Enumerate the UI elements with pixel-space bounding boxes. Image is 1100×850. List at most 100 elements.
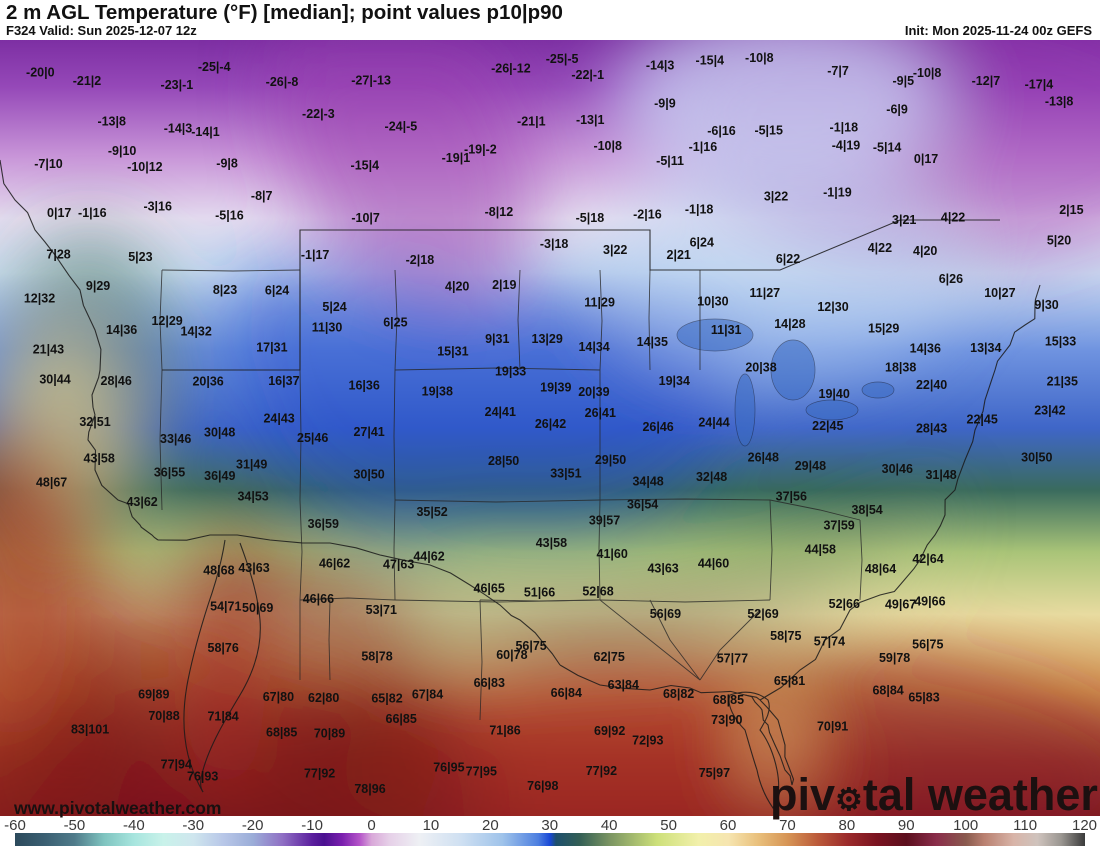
svg-text:-8|12: -8|12 xyxy=(485,205,514,219)
svg-text:18|38: 18|38 xyxy=(885,361,916,375)
svg-text:39|57: 39|57 xyxy=(589,514,620,528)
svg-text:43|58: 43|58 xyxy=(84,452,115,466)
svg-text:46|65: 46|65 xyxy=(474,581,505,595)
svg-text:3|22: 3|22 xyxy=(603,243,627,257)
svg-text:-1|16: -1|16 xyxy=(689,140,718,154)
svg-text:56|69: 56|69 xyxy=(650,607,681,621)
svg-text:56|75: 56|75 xyxy=(515,639,546,653)
svg-text:-4|19: -4|19 xyxy=(832,139,861,153)
svg-text:57|77: 57|77 xyxy=(717,651,748,665)
svg-text:44|58: 44|58 xyxy=(805,543,836,557)
svg-text:12|29: 12|29 xyxy=(151,314,182,328)
svg-text:9|30: 9|30 xyxy=(1034,298,1058,312)
svg-text:77|95: 77|95 xyxy=(466,764,497,778)
svg-text:15|33: 15|33 xyxy=(1045,335,1076,349)
svg-text:44|60: 44|60 xyxy=(698,557,729,571)
svg-text:51|66: 51|66 xyxy=(524,586,555,600)
svg-text:32|51: 32|51 xyxy=(79,415,110,429)
svg-text:67|84: 67|84 xyxy=(412,688,443,702)
svg-text:25|46: 25|46 xyxy=(297,431,328,445)
svg-text:-21|1: -21|1 xyxy=(517,115,546,129)
svg-text:-6|9: -6|9 xyxy=(886,103,908,117)
svg-text:43|62: 43|62 xyxy=(126,495,157,509)
svg-text:56|75: 56|75 xyxy=(912,638,943,652)
svg-text:-20|0: -20|0 xyxy=(26,66,55,80)
svg-text:-13|8: -13|8 xyxy=(1045,95,1074,109)
svg-text:54|71: 54|71 xyxy=(210,600,241,614)
svg-text:19|39: 19|39 xyxy=(540,380,571,394)
svg-text:22|40: 22|40 xyxy=(916,378,947,392)
svg-text:30|50: 30|50 xyxy=(1021,451,1052,465)
svg-text:23|42: 23|42 xyxy=(1034,404,1065,418)
svg-text:-14|3: -14|3 xyxy=(164,122,193,136)
svg-text:28|46: 28|46 xyxy=(101,374,132,388)
svg-text:-15|4: -15|4 xyxy=(351,158,380,172)
svg-text:53|71: 53|71 xyxy=(366,603,397,617)
svg-text:-7|10: -7|10 xyxy=(34,157,63,171)
svg-text:30|46: 30|46 xyxy=(882,462,913,476)
svg-text:57|74: 57|74 xyxy=(814,634,845,648)
svg-text:33|51: 33|51 xyxy=(550,467,581,481)
svg-text:-9|10: -9|10 xyxy=(108,144,137,158)
svg-text:-1|17: -1|17 xyxy=(301,248,330,262)
svg-text:21|35: 21|35 xyxy=(1047,374,1078,388)
svg-text:-27|-13: -27|-13 xyxy=(351,74,391,88)
svg-text:65|81: 65|81 xyxy=(774,674,805,688)
svg-text:62|80: 62|80 xyxy=(308,691,339,705)
svg-text:68|85: 68|85 xyxy=(266,725,297,739)
svg-text:-14|1: -14|1 xyxy=(191,125,220,139)
svg-text:35|52: 35|52 xyxy=(416,505,447,519)
svg-text:6|26: 6|26 xyxy=(939,272,963,286)
svg-text:15|31: 15|31 xyxy=(437,344,468,358)
svg-text:2|15: 2|15 xyxy=(1059,203,1083,217)
svg-text:11|29: 11|29 xyxy=(584,296,615,310)
svg-text:47|63: 47|63 xyxy=(383,558,414,572)
svg-text:3|21: 3|21 xyxy=(892,213,916,227)
svg-text:13|34: 13|34 xyxy=(970,341,1001,355)
svg-text:68|82: 68|82 xyxy=(663,687,694,701)
svg-text:48|64: 48|64 xyxy=(865,562,896,576)
svg-text:58|75: 58|75 xyxy=(770,629,801,643)
svg-text:24|41: 24|41 xyxy=(485,405,516,419)
svg-text:6|24: 6|24 xyxy=(265,283,289,297)
svg-text:-12|7: -12|7 xyxy=(972,74,1001,88)
svg-text:17|31: 17|31 xyxy=(256,340,287,354)
svg-text:46|62: 46|62 xyxy=(319,557,350,571)
svg-text:-26|-12: -26|-12 xyxy=(491,61,531,75)
svg-text:70|88: 70|88 xyxy=(148,709,179,723)
svg-text:50|69: 50|69 xyxy=(242,601,273,615)
svg-text:-26|-8: -26|-8 xyxy=(266,75,299,89)
svg-text:-17|4: -17|4 xyxy=(1025,77,1054,91)
svg-text:15|29: 15|29 xyxy=(868,322,899,336)
svg-text:-5|16: -5|16 xyxy=(215,209,244,223)
svg-text:58|78: 58|78 xyxy=(361,650,392,664)
svg-text:24|44: 24|44 xyxy=(698,416,729,430)
svg-text:-2|18: -2|18 xyxy=(406,253,435,267)
svg-text:8|23: 8|23 xyxy=(213,283,237,297)
svg-text:-25|-4: -25|-4 xyxy=(198,60,231,74)
svg-text:24|43: 24|43 xyxy=(263,412,294,426)
svg-text:38|54: 38|54 xyxy=(851,503,882,517)
svg-text:5|20: 5|20 xyxy=(1047,233,1071,247)
svg-text:43|63: 43|63 xyxy=(238,561,269,575)
svg-text:19|33: 19|33 xyxy=(495,365,526,379)
svg-text:49|67: 49|67 xyxy=(885,597,916,611)
svg-text:4|20: 4|20 xyxy=(913,244,937,258)
svg-text:77|92: 77|92 xyxy=(586,764,617,778)
svg-text:52|68: 52|68 xyxy=(582,585,613,599)
svg-text:71|84: 71|84 xyxy=(207,710,238,724)
svg-text:4|20: 4|20 xyxy=(445,280,469,294)
svg-text:-24|-5: -24|-5 xyxy=(385,120,418,134)
svg-text:49|66: 49|66 xyxy=(914,595,945,609)
svg-text:65|83: 65|83 xyxy=(908,691,939,705)
svg-text:26|41: 26|41 xyxy=(585,406,616,420)
svg-text:21|43: 21|43 xyxy=(33,342,64,356)
svg-text:68|85: 68|85 xyxy=(713,693,744,707)
svg-text:14|28: 14|28 xyxy=(774,317,805,331)
svg-text:59|78: 59|78 xyxy=(879,651,910,665)
svg-text:-22|-3: -22|-3 xyxy=(302,107,335,121)
svg-text:71|86: 71|86 xyxy=(489,723,520,737)
svg-text:31|48: 31|48 xyxy=(925,468,956,482)
svg-text:70|91: 70|91 xyxy=(817,719,848,733)
svg-text:14|36: 14|36 xyxy=(106,323,137,337)
